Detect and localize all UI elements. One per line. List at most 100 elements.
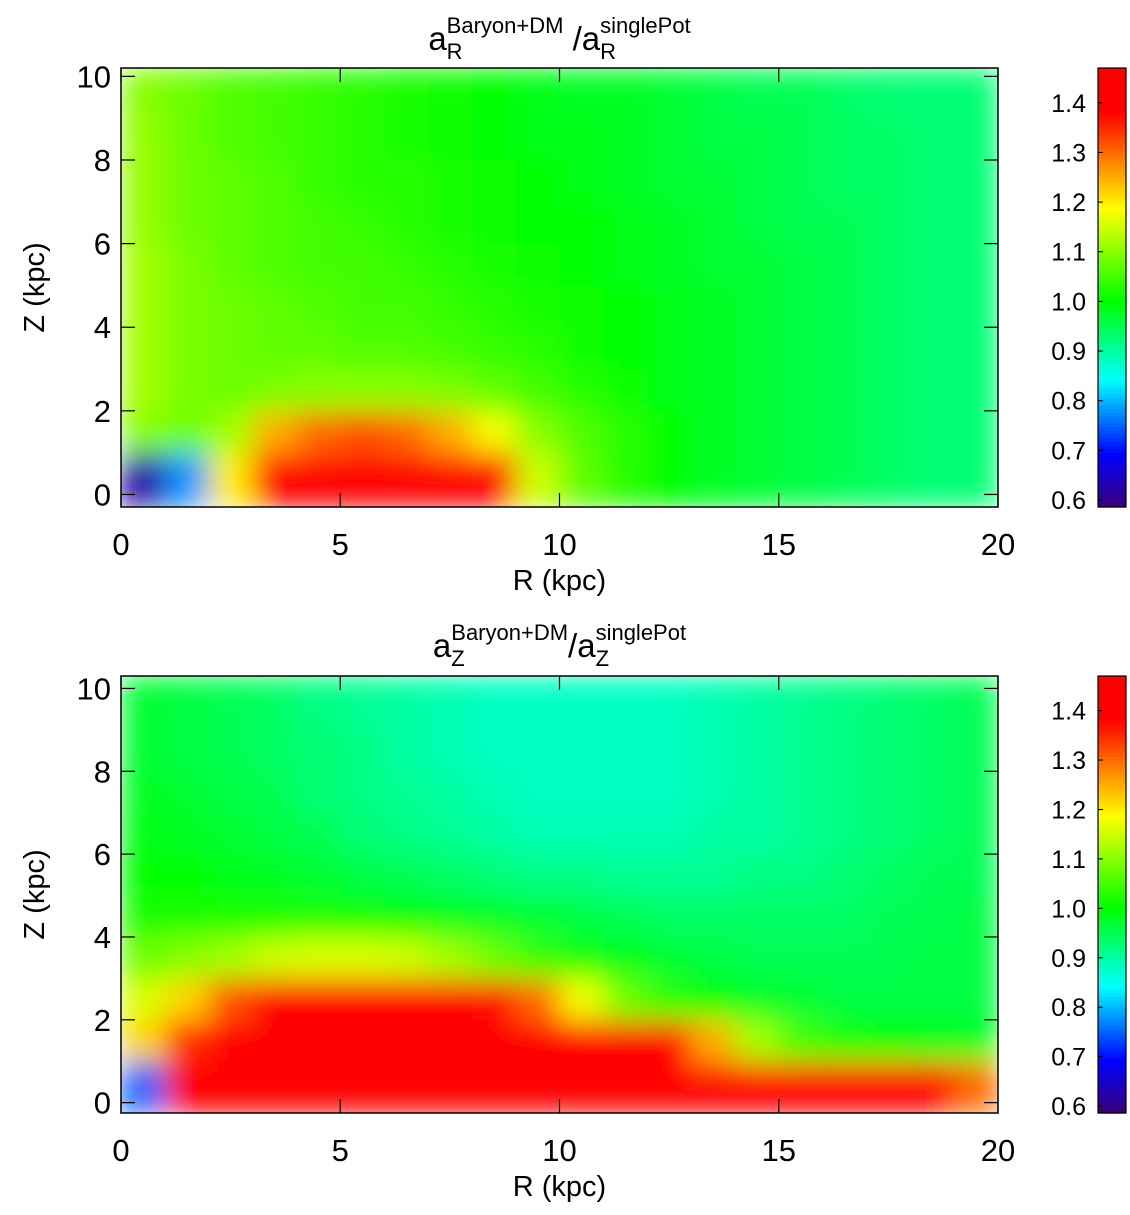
heatmap-cell bbox=[954, 812, 998, 855]
colorbar-step bbox=[1098, 945, 1126, 950]
heatmap-cell bbox=[427, 895, 473, 938]
heatmap-cell bbox=[647, 978, 692, 1021]
heatmap-cell bbox=[866, 936, 911, 979]
heatmap-cell bbox=[340, 452, 385, 507]
heatmap-cell bbox=[384, 243, 429, 286]
colorbar-step bbox=[1098, 872, 1126, 877]
colorbar-step bbox=[1098, 770, 1126, 775]
heatmap-cell bbox=[603, 452, 648, 507]
heatmap-cell bbox=[559, 812, 604, 855]
heatmap-cells bbox=[121, 676, 998, 1113]
heatmap-cell bbox=[822, 936, 867, 979]
heatmap-cell bbox=[734, 1019, 780, 1062]
colorbar-step bbox=[1098, 1007, 1126, 1012]
heatmap-cell bbox=[252, 936, 297, 979]
colorbar-step bbox=[1098, 781, 1126, 786]
colorbar-step bbox=[1098, 887, 1126, 892]
heatmap-cell bbox=[427, 243, 473, 286]
heatmap-cell bbox=[822, 452, 867, 507]
heatmap-cell bbox=[954, 1019, 998, 1062]
heatmap-cell bbox=[603, 201, 648, 245]
heatmap-cell bbox=[822, 118, 867, 161]
heatmap-cell bbox=[252, 118, 297, 161]
colorbar-step bbox=[1098, 719, 1126, 724]
heatmap-cell bbox=[559, 118, 604, 161]
colorbar-step bbox=[1098, 269, 1126, 274]
y-axis-label: Z (kpc) bbox=[19, 242, 51, 332]
heatmap-cell bbox=[515, 729, 560, 772]
heatmap-cell bbox=[427, 118, 473, 161]
colorbar-tick-label: 0.7 bbox=[1051, 1044, 1086, 1072]
heatmap-cell bbox=[252, 243, 297, 286]
colorbar-step bbox=[1098, 496, 1126, 501]
heatmap-cell bbox=[734, 854, 780, 897]
heatmap-cell bbox=[164, 854, 210, 897]
colorbar-step bbox=[1098, 708, 1126, 714]
heatmap-cell bbox=[164, 895, 210, 938]
heatmap-cell bbox=[910, 369, 955, 412]
colorbar-tick-label: 1.4 bbox=[1051, 698, 1086, 726]
colorbar-step bbox=[1098, 375, 1126, 380]
heatmap-cell bbox=[778, 410, 824, 454]
y-tick-label: 2 bbox=[94, 1003, 111, 1038]
heatmap-cell bbox=[427, 729, 473, 772]
colorbar-step bbox=[1098, 280, 1126, 285]
heatmap-cell bbox=[691, 285, 736, 328]
heatmap-cell bbox=[340, 1061, 385, 1113]
colorbar-step bbox=[1098, 353, 1126, 358]
heatmap-cell bbox=[603, 410, 648, 454]
colorbar-step bbox=[1098, 115, 1126, 120]
colorbar-step bbox=[1098, 1003, 1126, 1008]
colorbar-tick-label: 1.1 bbox=[1051, 239, 1086, 267]
colorbar-step bbox=[1098, 148, 1126, 153]
heatmap-cell bbox=[121, 327, 166, 370]
heatmap-cell bbox=[121, 118, 166, 161]
heatmap-cell bbox=[910, 452, 955, 507]
heatmap-cell bbox=[164, 369, 210, 412]
heatmap-cell bbox=[866, 68, 911, 119]
heatmap-cell bbox=[822, 201, 867, 245]
heatmap-cell bbox=[296, 771, 341, 814]
colorbar-step bbox=[1098, 239, 1126, 245]
colorbar-tick-label: 0.9 bbox=[1051, 945, 1086, 973]
heatmap-cell bbox=[647, 729, 692, 772]
heatmap-cell bbox=[252, 676, 297, 731]
heatmap-cell bbox=[866, 243, 911, 286]
heatmap-cell bbox=[778, 243, 824, 286]
heatmap-cell bbox=[252, 285, 297, 328]
heatmap-cell bbox=[822, 1061, 867, 1113]
heatmap-cell bbox=[603, 676, 648, 731]
heatmap-cell bbox=[471, 410, 517, 454]
x-tick-label: 15 bbox=[762, 527, 796, 562]
heatmap-cell bbox=[559, 243, 604, 286]
heatmap-cell bbox=[691, 201, 736, 245]
colorbar-step bbox=[1098, 426, 1126, 431]
heatmap-cell bbox=[603, 68, 648, 119]
heatmap-cell bbox=[778, 285, 824, 328]
heatmap-cell bbox=[603, 285, 648, 328]
heatmap-cell bbox=[954, 68, 998, 119]
heatmap-cell bbox=[778, 978, 824, 1021]
colorbar-tick-label: 0.7 bbox=[1051, 437, 1086, 465]
y-tick-label: 2 bbox=[94, 394, 111, 429]
heatmap-cell bbox=[910, 243, 955, 286]
heatmap-cell bbox=[734, 118, 780, 161]
heatmap-cell bbox=[384, 854, 429, 897]
heatmap-cell bbox=[427, 1061, 473, 1113]
colorbar-step bbox=[1098, 324, 1126, 329]
colorbar-frame bbox=[1097, 67, 1127, 508]
colorbar-step bbox=[1098, 408, 1126, 413]
colorbar-step bbox=[1098, 228, 1126, 234]
colorbar-step bbox=[1098, 327, 1126, 332]
colorbar-step bbox=[1098, 912, 1126, 917]
heatmap-cell bbox=[954, 369, 998, 412]
heatmap bbox=[121, 676, 998, 1113]
heatmap-cell bbox=[121, 1019, 166, 1062]
colorbar-step bbox=[1098, 422, 1126, 428]
heatmap-cell bbox=[603, 369, 648, 412]
heatmap-cell bbox=[691, 410, 736, 454]
colorbar-step bbox=[1098, 712, 1126, 717]
colorbar-step bbox=[1098, 152, 1126, 157]
heatmap-cell bbox=[471, 812, 517, 855]
heatmap-cell bbox=[471, 327, 517, 370]
